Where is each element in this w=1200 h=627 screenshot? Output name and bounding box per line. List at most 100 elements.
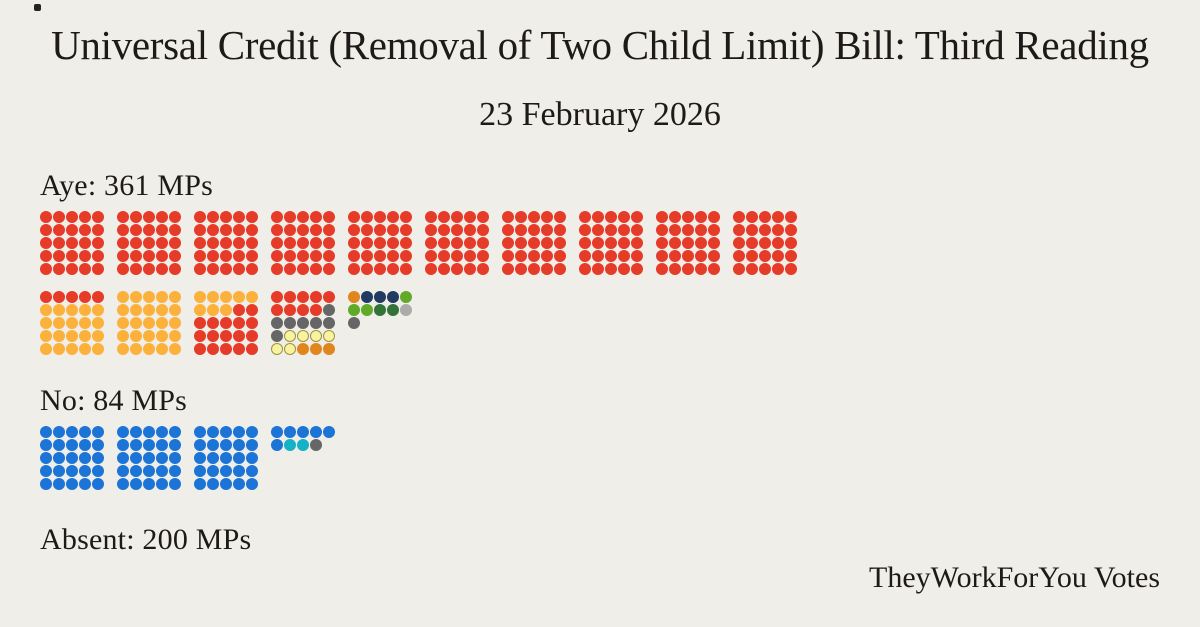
mp-dot (233, 477, 245, 490)
mp-dot (40, 438, 52, 451)
mp-dot (374, 303, 386, 316)
mp-dot (207, 262, 219, 275)
mp-dot (40, 342, 52, 355)
mp-dot (233, 316, 245, 329)
mp-dot (361, 303, 373, 316)
mp-dot (40, 477, 52, 490)
mp-dot (579, 223, 591, 236)
mp-dot (631, 223, 643, 236)
mp-dot (79, 425, 91, 438)
mp-dot (233, 236, 245, 249)
mp-dot (143, 425, 155, 438)
mp-dot (695, 223, 707, 236)
mp-dot (374, 290, 386, 303)
mp-dot (53, 425, 65, 438)
mp-dot (425, 210, 437, 223)
mp-dot (323, 210, 335, 223)
mp-dot (40, 223, 52, 236)
mp-dot (515, 249, 527, 262)
mp-dot (695, 262, 707, 275)
mp-block (271, 290, 335, 355)
mp-dot (348, 223, 360, 236)
mp-dot (528, 262, 540, 275)
mp-dot (130, 210, 142, 223)
mp-dot (79, 303, 91, 316)
mp-dot (169, 223, 181, 236)
mp-dot (156, 249, 168, 262)
mp-dot (451, 236, 463, 249)
mp-dot (246, 236, 258, 249)
mp-dot (207, 451, 219, 464)
mp-dot (310, 316, 322, 329)
mp-dot (297, 223, 309, 236)
mp-dot (425, 236, 437, 249)
mp-dot (117, 290, 129, 303)
mp-block (579, 210, 643, 275)
mp-dot (400, 236, 412, 249)
mp-dot (579, 262, 591, 275)
mp-dot (656, 236, 668, 249)
mp-dot (400, 223, 412, 236)
mp-dot (618, 223, 630, 236)
mp-dot (53, 477, 65, 490)
mp-dot (143, 316, 155, 329)
mp-dot (387, 210, 399, 223)
mp-dot (284, 342, 296, 355)
mp-dot (323, 329, 335, 342)
mp-dot (348, 210, 360, 223)
mp-dot (92, 438, 104, 451)
mp-dot (669, 262, 681, 275)
mp-dot (130, 477, 142, 490)
mp-dot (207, 464, 219, 477)
mp-dot (772, 210, 784, 223)
mp-dot (451, 210, 463, 223)
vote-date: 23 February 2026 (479, 96, 721, 134)
mp-dot (669, 236, 681, 249)
mp-dot (169, 451, 181, 464)
mp-dot (40, 316, 52, 329)
mp-dot (746, 236, 758, 249)
mp-dot (271, 303, 283, 316)
mp-dot (477, 223, 489, 236)
mp-dot (348, 303, 360, 316)
mp-dot (374, 262, 386, 275)
mp-dot (79, 477, 91, 490)
mp-dot (271, 249, 283, 262)
mp-dot (618, 236, 630, 249)
aye-dot-grid (40, 210, 1200, 355)
mp-dot (746, 210, 758, 223)
mp-dot (207, 438, 219, 451)
mp-dot (79, 223, 91, 236)
mp-dot (708, 236, 720, 249)
mp-dot (130, 342, 142, 355)
mp-dot (348, 290, 360, 303)
mp-dot (66, 262, 78, 275)
mp-dot (117, 303, 129, 316)
mp-dot (348, 262, 360, 275)
mp-dot (66, 329, 78, 342)
mp-dot (194, 329, 206, 342)
mp-block (194, 290, 258, 355)
mp-dot (451, 223, 463, 236)
mp-dot (79, 464, 91, 477)
mp-dot (220, 425, 232, 438)
mp-dot (605, 249, 617, 262)
mp-dot (669, 249, 681, 262)
mp-dot (130, 249, 142, 262)
mp-dot (194, 316, 206, 329)
mp-dot (92, 316, 104, 329)
mp-dot (169, 316, 181, 329)
vote-sections: Aye: 361 MPs No: 84 MPs Absent: 200 MPs (40, 169, 1200, 556)
mp-dot (53, 464, 65, 477)
mp-dot (156, 210, 168, 223)
mp-dot (130, 262, 142, 275)
mp-dot (130, 303, 142, 316)
mp-dot (656, 210, 668, 223)
mp-block (656, 210, 720, 275)
mp-dot (271, 223, 283, 236)
mp-dot (143, 342, 155, 355)
mp-dot (169, 329, 181, 342)
mp-dot (772, 262, 784, 275)
mp-block (502, 210, 566, 275)
